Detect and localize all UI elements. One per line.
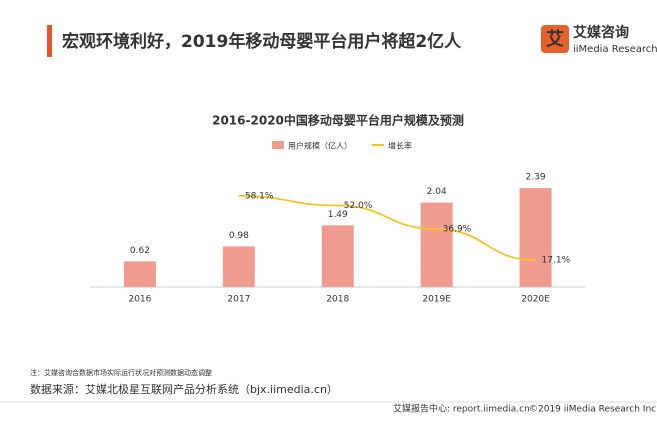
x-tick-label: 2016 <box>128 295 151 305</box>
logo-en: iiMedia Research <box>573 44 657 55</box>
bar <box>420 202 453 287</box>
bar-value-label: 0.62 <box>130 246 150 256</box>
page-title: 宏观环境利好，2019年移动母婴平台用户将超2亿人 <box>62 31 462 52</box>
legend-swatch <box>272 141 284 149</box>
bar-value-label: 2.39 <box>526 173 546 183</box>
bar <box>123 261 156 287</box>
bar-value-label: 2.04 <box>427 187 447 197</box>
note: 注：艾媒咨询合数据市场实际运行状况对预测数据动态调整 <box>30 368 212 377</box>
line-value-label: 52.0% <box>344 201 373 211</box>
line-value-label: 17.1% <box>542 256 571 266</box>
chart-title: 2016-2020中国移动母婴平台用户规模及预测 <box>212 113 464 128</box>
bar-value-label: 1.49 <box>328 210 348 220</box>
x-tick-label: 2019E <box>422 295 451 305</box>
footer-report: 艾媒报告中心: report.iimedia.cn <box>393 403 530 415</box>
x-tick-label: 2018 <box>326 295 349 305</box>
bar <box>321 225 354 287</box>
source: 数据来源：艾媒北极星互联网产品分析系统（bjx.iimedia.cn） <box>30 382 338 396</box>
line-value-label: 36.9% <box>443 225 472 235</box>
x-tick-label: 2020E <box>521 295 550 305</box>
logo-cn: 艾媒咨询 <box>573 24 629 41</box>
logo-icon <box>541 25 569 53</box>
bar <box>519 188 552 287</box>
title-accent <box>47 25 52 57</box>
logo-glyph: 艾 <box>546 28 564 50</box>
legend-label: 用户规模（亿人） <box>288 141 352 151</box>
x-tick-label: 2017 <box>227 295 250 305</box>
bar <box>222 246 255 287</box>
bar-value-label: 0.98 <box>229 231 249 241</box>
footer-copyright: ©2019 iiMedia Research Inc <box>529 405 656 415</box>
growth-line <box>238 194 536 262</box>
line-value-label: 58.1% <box>245 191 274 201</box>
legend-label: 增长率 <box>388 141 412 151</box>
